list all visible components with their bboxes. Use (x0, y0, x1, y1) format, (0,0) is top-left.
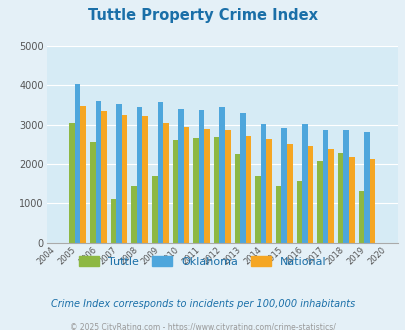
Text: © 2025 CityRating.com - https://www.cityrating.com/crime-statistics/: © 2025 CityRating.com - https://www.city… (70, 323, 335, 330)
Bar (163, 123, 168, 243)
Bar (131, 185, 136, 243)
Bar (316, 161, 322, 243)
Bar (328, 149, 333, 243)
Bar (75, 83, 80, 243)
Legend: Tuttle, Oklahoma, National: Tuttle, Oklahoma, National (79, 256, 326, 267)
Bar (122, 115, 127, 243)
Bar (172, 141, 178, 243)
Bar (90, 143, 95, 243)
Bar (204, 129, 209, 243)
Bar (136, 107, 142, 243)
Bar (198, 110, 204, 243)
Bar (348, 157, 354, 243)
Bar (260, 124, 266, 243)
Bar (307, 146, 313, 243)
Bar (337, 153, 343, 243)
Bar (110, 199, 116, 243)
Bar (193, 139, 198, 243)
Bar (183, 127, 189, 243)
Bar (322, 130, 328, 243)
Bar (286, 145, 292, 243)
Bar (116, 104, 121, 243)
Bar (301, 124, 307, 243)
Bar (255, 176, 260, 243)
Bar (245, 136, 251, 243)
Bar (95, 101, 101, 243)
Bar (296, 181, 301, 243)
Bar (157, 102, 163, 243)
Bar (369, 159, 374, 243)
Bar (343, 130, 348, 243)
Bar (266, 140, 271, 243)
Bar (281, 128, 286, 243)
Bar (142, 116, 148, 243)
Text: Tuttle Property Crime Index: Tuttle Property Crime Index (88, 8, 317, 23)
Bar (101, 111, 107, 243)
Text: Crime Index corresponds to incidents per 100,000 inhabitants: Crime Index corresponds to incidents per… (51, 299, 354, 309)
Bar (358, 191, 363, 243)
Bar (213, 137, 219, 243)
Bar (69, 123, 75, 243)
Bar (224, 130, 230, 243)
Bar (178, 109, 183, 243)
Bar (363, 132, 369, 243)
Bar (275, 185, 281, 243)
Bar (80, 106, 86, 243)
Bar (151, 176, 157, 243)
Bar (234, 154, 240, 243)
Bar (219, 107, 224, 243)
Bar (240, 113, 245, 243)
